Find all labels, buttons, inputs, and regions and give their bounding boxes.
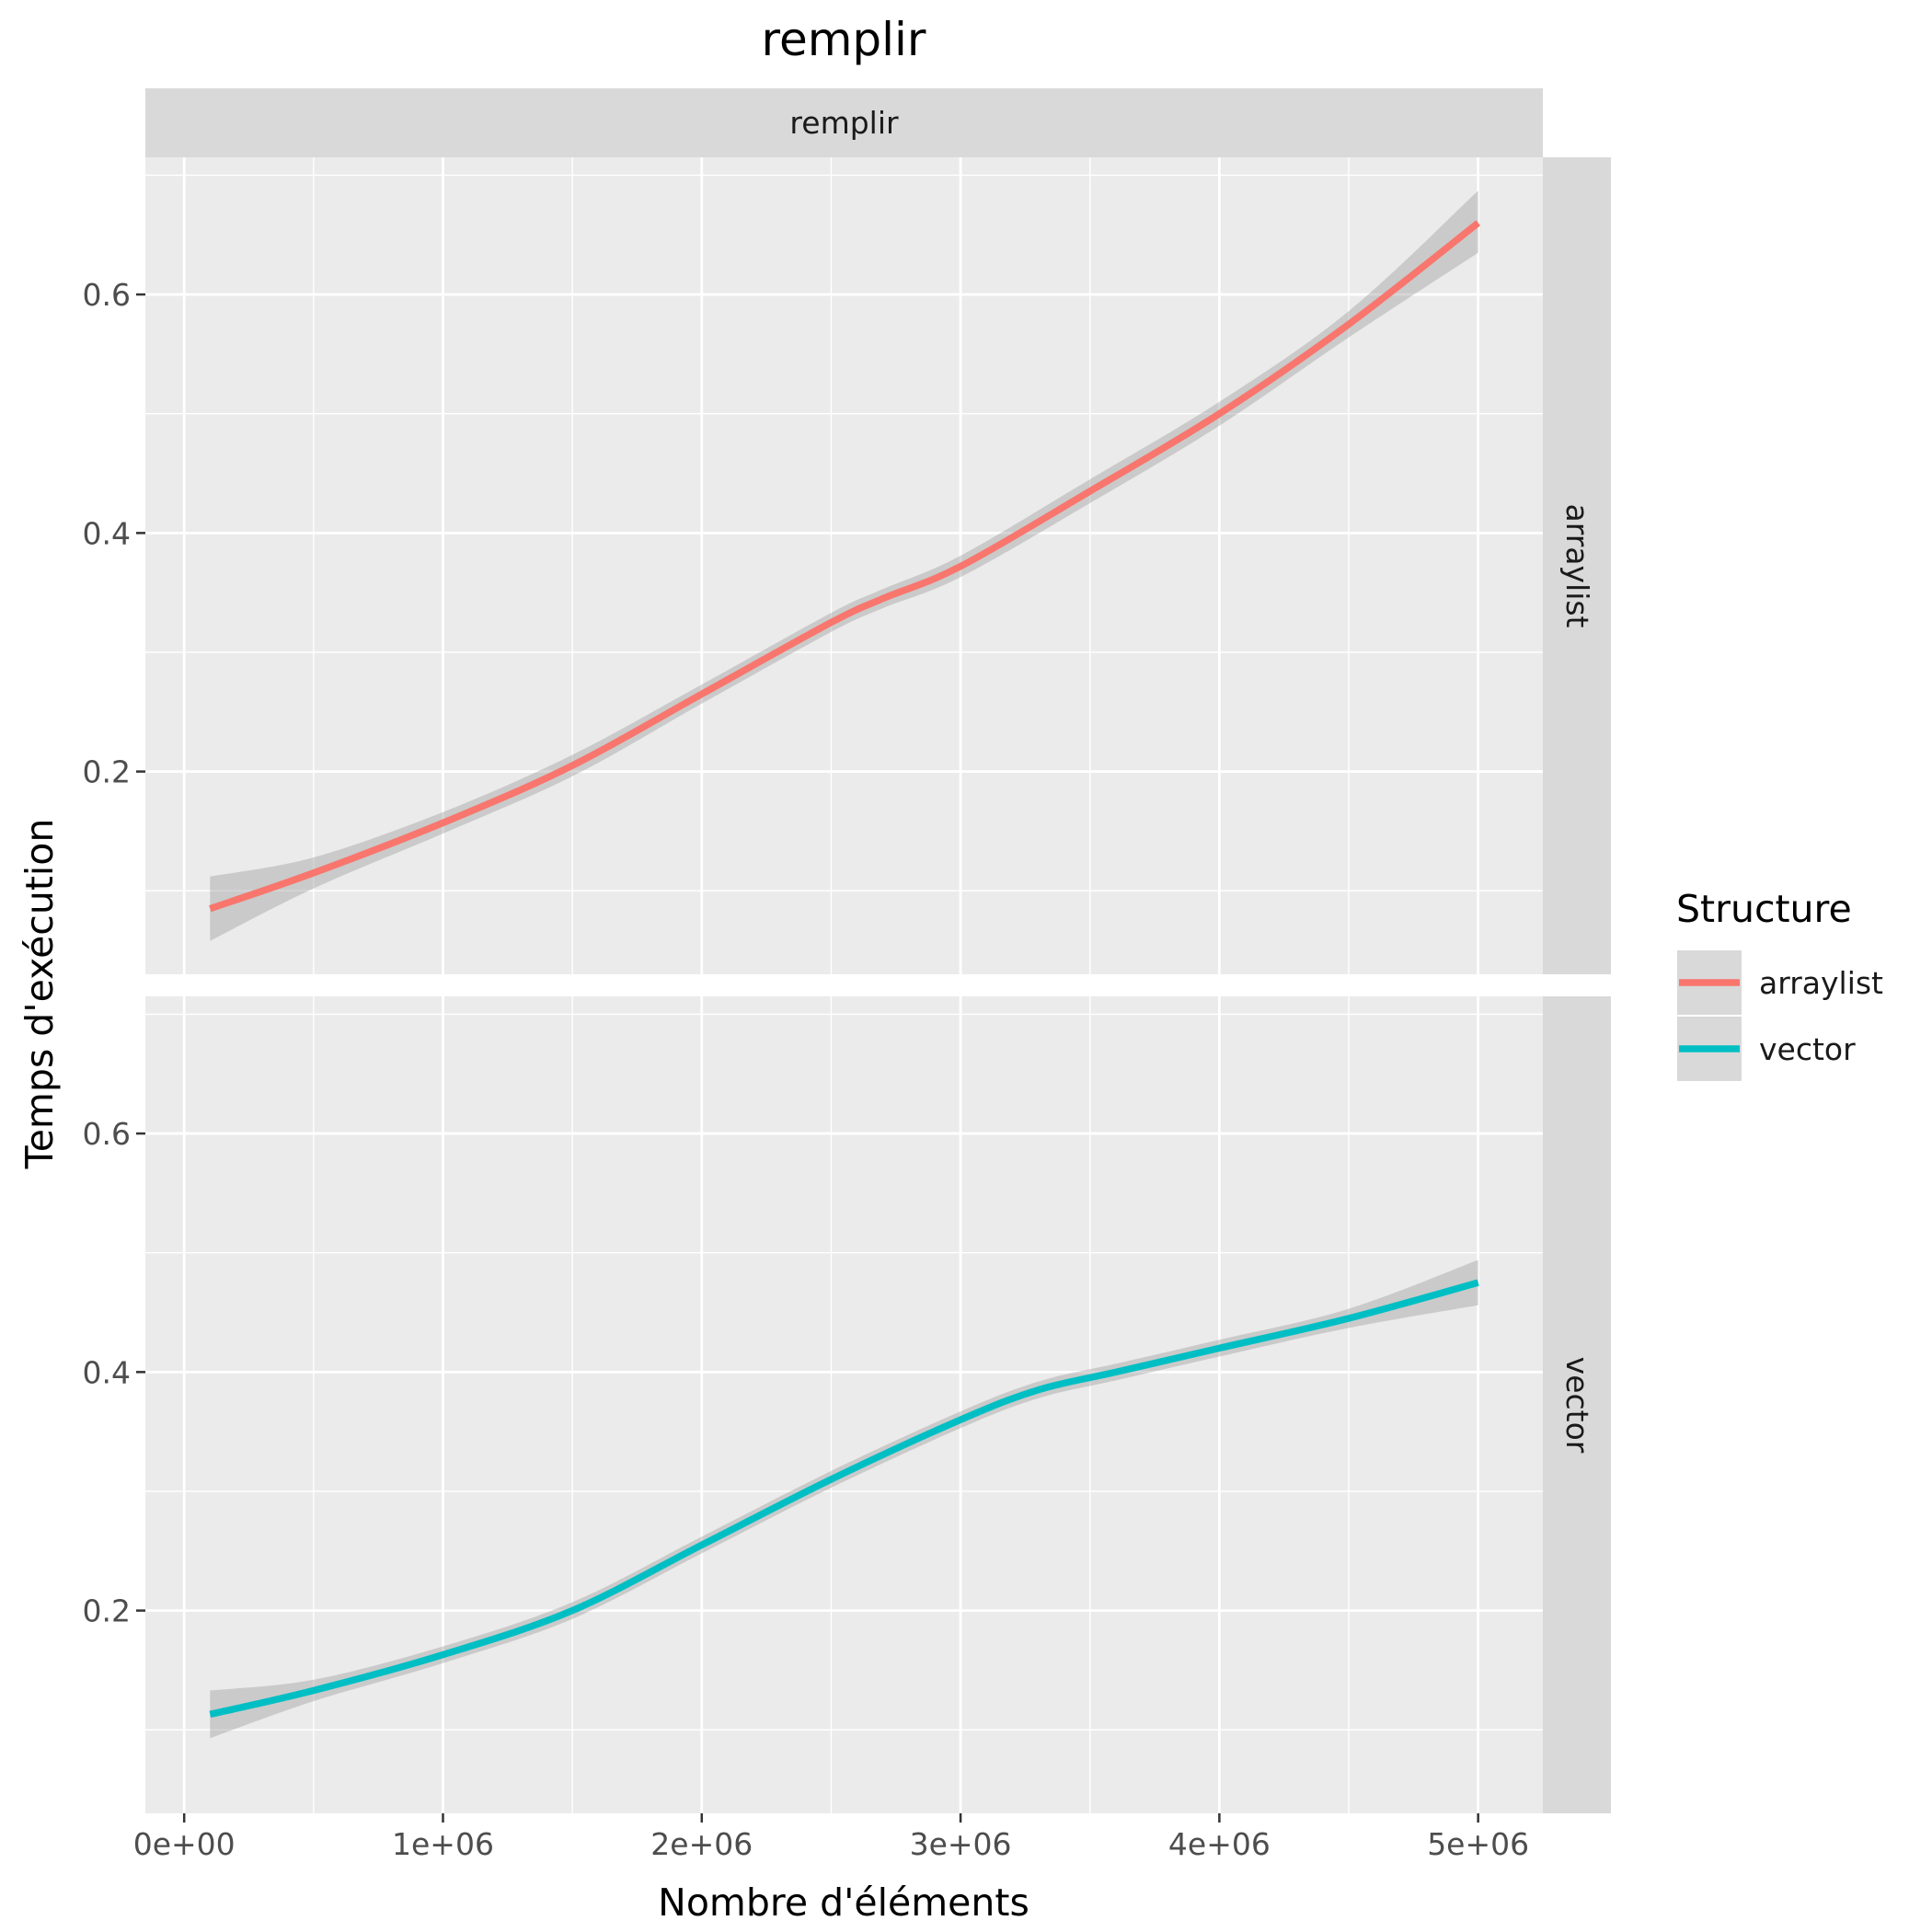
series-line-arraylist [209,220,1481,913]
x-tick-label: 1e+06 [392,1826,494,1862]
y-tick-label: 0.2 [83,1593,131,1629]
facet-strip-right-label: vector [1559,1357,1595,1454]
panel-arraylist: 0.2 0.4 0.6 arraylist [83,157,1611,974]
x-tick-label: 2e+06 [650,1826,753,1862]
confidence-band-vector [210,1259,1478,1739]
y-tick-label: 0.4 [83,515,131,551]
legend-entry-label: vector [1759,1031,1856,1067]
y-axis-title: Temps d'exécution [17,819,62,1170]
facet-strip-right [1543,996,1611,1813]
x-axis-title: Nombre d'éléments [658,1880,1029,1925]
y-tick-label: 0.6 [83,1116,131,1152]
legend-entry-label: arraylist [1759,965,1883,1001]
facet-strip-top [145,88,1543,157]
x-tick-label: 5e+06 [1427,1826,1529,1862]
legend-keys: arraylist vector [1675,949,1883,1083]
x-tick-label: 0e+00 [133,1826,236,1862]
facet-strip-top-label: remplir [789,105,899,141]
panel-background [145,996,1543,1813]
y-tick-label: 0.6 [83,277,131,313]
series-line-vector [209,1279,1479,1719]
y-tick-label: 0.2 [83,754,131,790]
x-tick-label: 3e+06 [910,1826,1012,1862]
chart-title: remplir [761,13,926,66]
facet-strip-right [1543,157,1611,974]
y-tick-label: 0.4 [83,1354,131,1390]
x-tick-label: 4e+06 [1168,1826,1271,1862]
legend: Structure arraylist vector [1675,887,1883,1083]
facet-strip-right-label: arraylist [1559,504,1595,628]
panel-vector: 0.2 0.4 0.6 vector [83,996,1611,1813]
facet-panels: remplir 0.2 0.4 0.6 arraylist 0.2 0.4 0.6 vector… [83,88,1611,1862]
legend-title: Structure [1676,887,1852,931]
